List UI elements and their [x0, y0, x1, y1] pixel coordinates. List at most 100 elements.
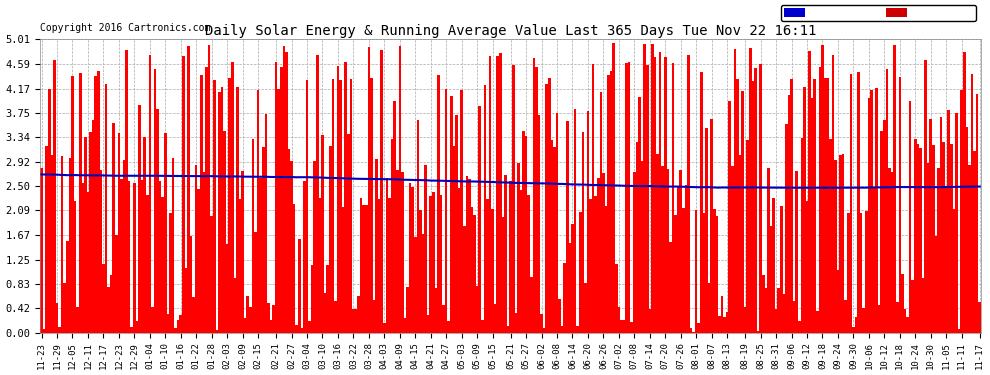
Bar: [332, 79, 334, 333]
Bar: [538, 115, 541, 333]
Bar: [775, 309, 777, 333]
Bar: [396, 170, 399, 333]
Bar: [626, 63, 628, 333]
Bar: [563, 263, 566, 333]
Bar: [422, 234, 425, 333]
Bar: [541, 314, 543, 333]
Bar: [401, 172, 404, 333]
Bar: [386, 178, 388, 333]
Bar: [782, 294, 785, 333]
Text: Copyright 2016 Cartronics.com: Copyright 2016 Cartronics.com: [41, 24, 211, 33]
Bar: [751, 81, 754, 333]
Bar: [190, 236, 192, 333]
Bar: [932, 145, 935, 333]
Bar: [251, 140, 254, 333]
Bar: [639, 98, 641, 333]
Bar: [798, 321, 801, 333]
Bar: [476, 286, 478, 333]
Bar: [242, 171, 244, 333]
Bar: [63, 283, 66, 333]
Bar: [502, 217, 504, 333]
Bar: [256, 90, 259, 333]
Bar: [61, 156, 63, 333]
Bar: [922, 278, 925, 333]
Bar: [447, 321, 450, 333]
Bar: [749, 48, 751, 333]
Bar: [489, 56, 491, 333]
Bar: [947, 110, 950, 333]
Bar: [674, 215, 677, 333]
Bar: [208, 45, 211, 333]
Bar: [432, 192, 435, 333]
Bar: [581, 132, 584, 333]
Bar: [734, 50, 737, 333]
Bar: [873, 188, 875, 333]
Bar: [179, 315, 182, 333]
Bar: [148, 55, 151, 333]
Bar: [568, 243, 571, 333]
Bar: [74, 201, 76, 333]
Bar: [435, 288, 438, 333]
Bar: [102, 264, 105, 333]
Bar: [754, 68, 756, 333]
Bar: [218, 92, 221, 333]
Bar: [965, 127, 968, 333]
Bar: [478, 106, 481, 333]
Bar: [724, 317, 726, 333]
Bar: [878, 305, 880, 333]
Bar: [703, 213, 705, 333]
Bar: [515, 313, 517, 333]
Bar: [443, 304, 445, 333]
Bar: [295, 326, 298, 333]
Bar: [917, 144, 919, 333]
Bar: [842, 154, 844, 333]
Bar: [602, 174, 605, 333]
Bar: [496, 56, 499, 333]
Bar: [687, 56, 690, 333]
Bar: [896, 302, 899, 333]
Bar: [156, 109, 158, 333]
Bar: [679, 170, 682, 333]
Bar: [653, 57, 656, 333]
Bar: [311, 265, 314, 333]
Bar: [904, 309, 906, 333]
Bar: [177, 320, 179, 333]
Bar: [955, 113, 957, 333]
Bar: [973, 151, 976, 333]
Bar: [925, 60, 927, 333]
Bar: [803, 87, 806, 333]
Bar: [677, 187, 679, 333]
Bar: [746, 140, 749, 333]
Bar: [587, 111, 589, 333]
Bar: [414, 237, 417, 333]
Bar: [365, 205, 367, 333]
Bar: [793, 301, 795, 333]
Bar: [231, 62, 234, 333]
Bar: [346, 134, 349, 333]
Bar: [303, 180, 306, 333]
Bar: [164, 133, 166, 333]
Bar: [293, 204, 295, 333]
Bar: [334, 301, 337, 333]
Bar: [87, 192, 89, 333]
Bar: [555, 113, 558, 333]
Bar: [548, 78, 550, 333]
Bar: [669, 242, 672, 333]
Bar: [764, 288, 767, 333]
Bar: [158, 181, 161, 333]
Bar: [600, 92, 602, 333]
Bar: [267, 303, 269, 333]
Title: Daily Solar Energy & Running Average Value Last 365 Days Tue Nov 22 16:11: Daily Solar Energy & Running Average Val…: [205, 24, 817, 38]
Bar: [788, 95, 790, 333]
Bar: [721, 296, 724, 333]
Bar: [126, 50, 128, 333]
Bar: [832, 55, 835, 333]
Bar: [53, 60, 55, 333]
Bar: [419, 210, 422, 333]
Bar: [187, 46, 190, 333]
Bar: [301, 328, 303, 333]
Bar: [288, 149, 290, 333]
Bar: [298, 238, 301, 333]
Bar: [808, 51, 811, 333]
Bar: [460, 90, 463, 333]
